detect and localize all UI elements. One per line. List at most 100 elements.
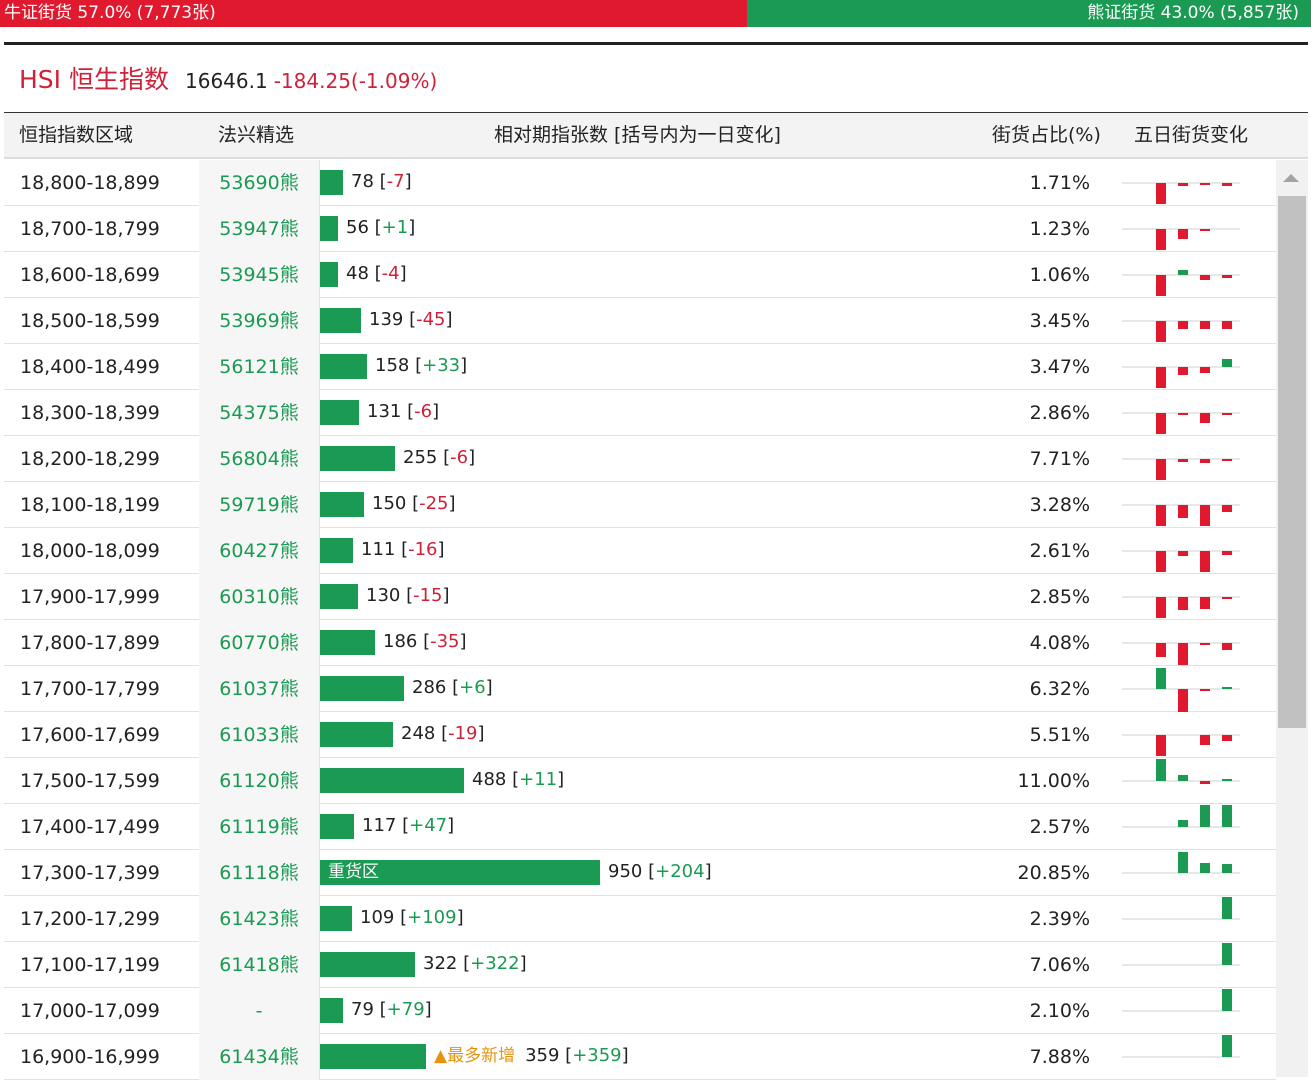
range-cell: 17,300-17,399 bbox=[20, 862, 160, 884]
range-cell: 17,900-17,999 bbox=[20, 586, 160, 608]
five-day-chart bbox=[1120, 942, 1240, 988]
pick-link[interactable]: 59719熊 bbox=[199, 482, 319, 528]
five-day-chart bbox=[1120, 574, 1240, 620]
pick-link[interactable]: 53945熊 bbox=[199, 252, 319, 298]
five-day-mini-chart bbox=[1122, 852, 1240, 874]
pick-link[interactable]: 61120熊 bbox=[199, 758, 319, 804]
pick-link[interactable]: 56804熊 bbox=[199, 436, 319, 482]
daily-change: +6 bbox=[459, 677, 486, 698]
pct-cell: 7.71% bbox=[1029, 448, 1090, 470]
table-row[interactable]: 18,500-18,599 53969熊 139 [-45] 3.45% bbox=[4, 298, 1276, 344]
count-bar bbox=[320, 814, 354, 839]
bear-share-segment: 熊证街货 43.0% (5,857张) bbox=[747, 0, 1311, 27]
table-row[interactable]: 18,800-18,899 53690熊 78 [-7] 1.71% bbox=[4, 160, 1276, 206]
five-day-mini-chart bbox=[1122, 228, 1240, 250]
pick-link[interactable]: 61423熊 bbox=[199, 896, 319, 942]
count-cell: 130 [-15] bbox=[319, 574, 980, 620]
count-bar bbox=[320, 998, 343, 1023]
pct-cell: 3.28% bbox=[1029, 494, 1090, 516]
table-row[interactable]: 18,300-18,399 54375熊 131 [-6] 2.86% bbox=[4, 390, 1276, 436]
pick-link[interactable]: 53690熊 bbox=[199, 160, 319, 206]
five-day-bar bbox=[1156, 735, 1166, 756]
count-cell: 286 [+6] bbox=[319, 666, 980, 712]
daily-change: +359 bbox=[572, 1045, 622, 1066]
five-day-bar bbox=[1222, 597, 1232, 599]
count-text: 111 [-16] bbox=[361, 539, 445, 560]
table-row[interactable]: 18,200-18,299 56804熊 255 [-6] 7.71% bbox=[4, 436, 1276, 482]
table-row[interactable]: 16,900-16,999 61434熊 ▲最多新增 359 [+359] 7.88% bbox=[4, 1034, 1276, 1080]
five-day-bar bbox=[1222, 687, 1232, 689]
pick-link[interactable]: 61418熊 bbox=[199, 942, 319, 988]
table-row[interactable]: 17,100-17,199 61418熊 322 [+322] 7.06% bbox=[4, 942, 1276, 988]
pct-cell: 6.32% bbox=[1029, 678, 1090, 700]
count-value: 56 bbox=[346, 217, 369, 238]
column-header-range: 恒指指数区域 bbox=[19, 124, 134, 146]
pick-link[interactable]: 54375熊 bbox=[199, 390, 319, 436]
table-row[interactable]: 18,700-18,799 53947熊 56 [+1] 1.23% bbox=[4, 206, 1276, 252]
five-day-chart bbox=[1120, 298, 1240, 344]
pick-link[interactable]: 61119熊 bbox=[199, 804, 319, 850]
five-day-bar bbox=[1156, 551, 1166, 572]
scrollbar-thumb[interactable] bbox=[1278, 196, 1306, 728]
table-row[interactable]: 17,000-17,099 - 79 [+79] 2.10% bbox=[4, 988, 1276, 1034]
scroll-up-arrow-icon[interactable] bbox=[1283, 174, 1299, 182]
five-day-mini-chart bbox=[1122, 504, 1240, 526]
table-row[interactable]: 18,100-18,199 59719熊 150 [-25] 3.28% bbox=[4, 482, 1276, 528]
table-row[interactable]: 17,600-17,699 61033熊 248 [-19] 5.51% bbox=[4, 712, 1276, 758]
count-text: 150 [-25] bbox=[372, 493, 456, 514]
count-bar bbox=[320, 538, 353, 563]
daily-change: -45 bbox=[416, 309, 446, 330]
pick-link[interactable]: 60427熊 bbox=[199, 528, 319, 574]
daily-change: +47 bbox=[409, 815, 448, 836]
pick-link[interactable]: - bbox=[199, 988, 319, 1034]
five-day-mini-chart bbox=[1122, 596, 1240, 618]
five-day-bar bbox=[1156, 321, 1166, 342]
count-bar bbox=[320, 722, 393, 747]
five-day-bar bbox=[1156, 183, 1166, 204]
scrollbar[interactable] bbox=[1276, 160, 1308, 1077]
pick-link[interactable]: 56121熊 bbox=[199, 344, 319, 390]
table-row[interactable]: 18,000-18,099 60427熊 111 [-16] 2.61% bbox=[4, 528, 1276, 574]
pick-link[interactable]: 53947熊 bbox=[199, 206, 319, 252]
table-row[interactable]: 17,900-17,999 60310熊 130 [-15] 2.85% bbox=[4, 574, 1276, 620]
table-row[interactable]: 17,300-17,399 61118熊 重货区 950 [+204] 20.85% bbox=[4, 850, 1276, 896]
five-day-mini-chart bbox=[1122, 550, 1240, 572]
count-value: 117 bbox=[362, 815, 397, 836]
count-text: 139 [-45] bbox=[369, 309, 453, 330]
count-cell: 111 [-16] bbox=[319, 528, 980, 574]
column-header-pct: 街货占比(%) bbox=[992, 124, 1101, 146]
range-cell: 18,500-18,599 bbox=[20, 310, 160, 332]
table-row[interactable]: 17,700-17,799 61037熊 286 [+6] 6.32% bbox=[4, 666, 1276, 712]
pick-link[interactable]: 61033熊 bbox=[199, 712, 319, 758]
five-day-bar bbox=[1156, 413, 1166, 434]
table-row[interactable]: 17,400-17,499 61119熊 117 [+47] 2.57% bbox=[4, 804, 1276, 850]
table-row[interactable]: 17,800-17,899 60770熊 186 [-35] 4.08% bbox=[4, 620, 1276, 666]
table-row[interactable]: 18,600-18,699 53945熊 48 [-4] 1.06% bbox=[4, 252, 1276, 298]
five-day-bar bbox=[1200, 643, 1210, 645]
five-day-bar bbox=[1222, 943, 1232, 965]
five-day-bar bbox=[1222, 505, 1232, 512]
five-day-bar bbox=[1200, 413, 1210, 423]
five-day-bar bbox=[1222, 183, 1232, 186]
pick-link[interactable]: 53969熊 bbox=[199, 298, 319, 344]
table-row[interactable]: 17,200-17,299 61423熊 109 [+109] 2.39% bbox=[4, 896, 1276, 942]
pct-cell: 20.85% bbox=[1017, 862, 1090, 884]
count-text: 78 [-7] bbox=[351, 171, 412, 192]
column-header-count: 相对期指张数 [括号内为一日变化] bbox=[494, 124, 781, 146]
count-bar bbox=[320, 676, 404, 701]
five-day-mini-chart bbox=[1122, 1035, 1240, 1058]
table-row[interactable]: 18,400-18,499 56121熊 158 [+33] 3.47% bbox=[4, 344, 1276, 390]
pick-link[interactable]: 61434熊 bbox=[199, 1034, 319, 1080]
pick-link[interactable]: 60310熊 bbox=[199, 574, 319, 620]
pct-cell: 4.08% bbox=[1029, 632, 1090, 654]
five-day-bar bbox=[1222, 989, 1232, 1011]
five-day-mini-chart bbox=[1122, 897, 1240, 920]
pick-link[interactable]: 60770熊 bbox=[199, 620, 319, 666]
pick-link[interactable]: 61037熊 bbox=[199, 666, 319, 712]
five-day-bar bbox=[1156, 597, 1166, 618]
daily-change: -16 bbox=[408, 539, 438, 560]
table-row[interactable]: 17,500-17,599 61120熊 488 [+11] 11.00% bbox=[4, 758, 1276, 804]
bull-bear-ratio-bar: 牛证街货 57.0% (7,773张) 熊证街货 43.0% (5,857张) bbox=[0, 0, 1311, 27]
five-day-bar bbox=[1200, 689, 1210, 691]
pick-link[interactable]: 61118熊 bbox=[199, 850, 319, 896]
